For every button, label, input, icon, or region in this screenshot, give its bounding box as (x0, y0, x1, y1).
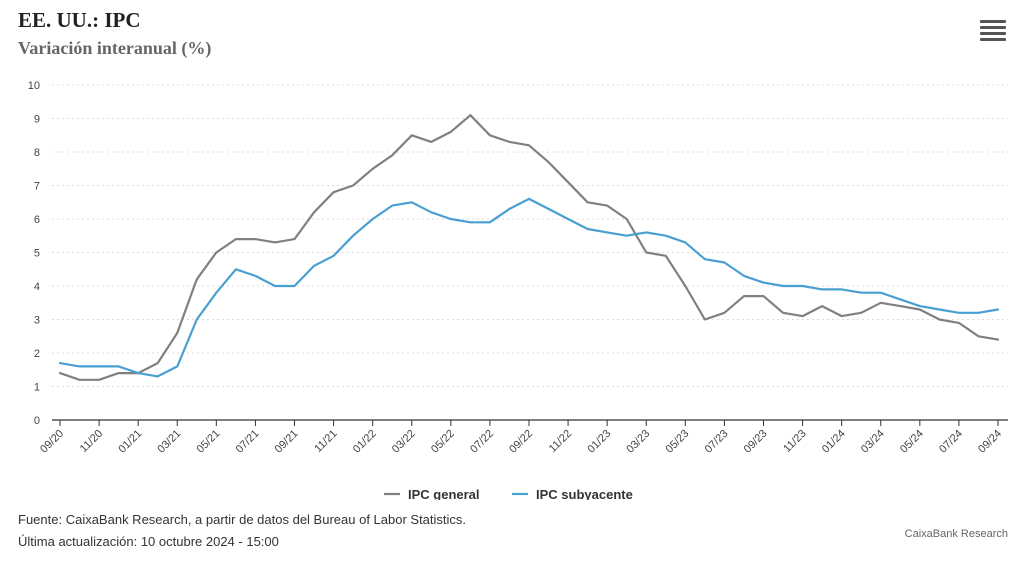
x-tick-label: 05/23 (664, 428, 692, 456)
x-tick-label: 01/24 (820, 428, 848, 456)
x-tick-label: 05/24 (898, 428, 926, 456)
legend-ipc-subyacente[interactable]: IPC subyacente (512, 487, 633, 500)
x-tick-label: 07/22 (468, 428, 496, 456)
x-tick-label: 05/21 (195, 428, 223, 456)
y-tick-label: 0 (34, 415, 40, 427)
legend-label: IPC subyacente (536, 487, 633, 500)
line-chart: 0 1 2 3 4 5 6 7 8 9 10 09/20 11/20 01/21 03/21 05/21 07… (28, 80, 1008, 500)
x-tick-label: 09/20 (38, 428, 66, 456)
y-tick-label: 10 (28, 80, 40, 92)
x-tick-label: 09/21 (273, 428, 301, 456)
y-tick-label: 1 (34, 382, 40, 394)
x-tick-label: 01/23 (585, 428, 613, 456)
x-tick-label: 11/20 (78, 428, 105, 455)
y-tick-label: 2 (34, 348, 40, 360)
chart-title: EE. UU.: IPC (18, 8, 141, 32)
series-line-ipc-subyacente (58, 197, 1000, 378)
x-tick-label: 09/23 (742, 428, 770, 456)
x-tick-label: 05/22 (429, 428, 457, 456)
x-tick-label: 01/21 (116, 428, 144, 456)
x-tick-label: 03/22 (390, 428, 418, 456)
x-tick-label: 11/21 (312, 428, 339, 455)
chart-subtitle: Variación interanual (%) (18, 38, 212, 58)
credit-text: CaixaBank Research (904, 528, 1008, 540)
x-tick-label: 03/23 (624, 428, 652, 456)
x-tick-label: 09/24 (976, 428, 1004, 456)
y-tick-label: 5 (34, 248, 40, 260)
x-tick-label: 11/23 (781, 428, 808, 455)
x-tick-label: 01/22 (351, 428, 379, 456)
x-tick-label: 09/22 (507, 428, 535, 456)
x-tick-label: 07/24 (937, 428, 965, 456)
y-tick-label: 7 (34, 181, 40, 193)
series-line-ipc-general (58, 114, 1000, 381)
x-tick-label: 03/21 (155, 428, 183, 456)
y-tick-label: 6 (34, 214, 40, 226)
x-tick-label: 11/22 (547, 428, 574, 455)
hamburger-menu-icon[interactable] (980, 20, 1006, 42)
legend-label: IPC general (408, 487, 480, 500)
x-tick-label: 03/24 (859, 428, 887, 456)
y-tick-label: 4 (34, 281, 40, 293)
x-tick-label: 07/21 (234, 428, 262, 456)
y-tick-label: 8 (34, 147, 40, 159)
legend-ipc-general[interactable]: IPC general (384, 487, 480, 500)
source-note: Fuente: CaixaBank Research, a partir de … (18, 512, 467, 527)
y-tick-label: 3 (34, 315, 40, 327)
last-updated: Última actualización: 10 octubre 2024 - … (18, 534, 279, 549)
x-tick-label: 07/23 (703, 428, 731, 456)
y-tick-label: 9 (34, 114, 40, 126)
